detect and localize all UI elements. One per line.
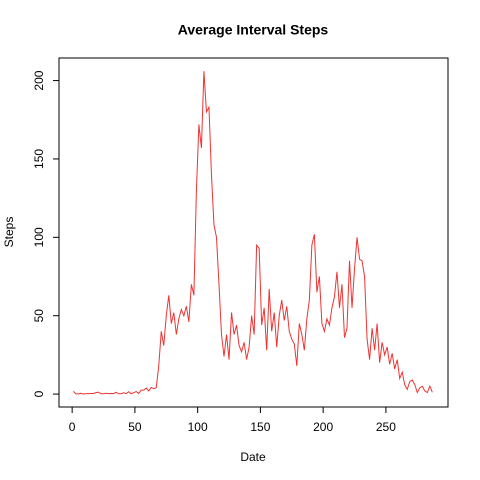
y-axis-label: Steps <box>2 217 16 248</box>
x-tick-label: 200 <box>313 420 333 434</box>
y-tick-label: 200 <box>32 70 46 90</box>
y-tick-label: 150 <box>32 149 46 169</box>
x-tick-label: 150 <box>250 420 270 434</box>
data-line <box>73 71 433 395</box>
x-tick-label: 250 <box>376 420 396 434</box>
x-tick-label: 100 <box>188 420 208 434</box>
y-tick-label: 0 <box>32 390 46 397</box>
chart-title: Average Interval Steps <box>178 22 329 38</box>
plot-frame <box>58 57 449 408</box>
x-tick-label: 0 <box>69 420 76 434</box>
x-tick-label: 50 <box>128 420 142 434</box>
y-tick-label: 100 <box>32 227 46 247</box>
x-axis-label: Date <box>240 450 266 464</box>
y-tick-label: 50 <box>32 309 46 323</box>
